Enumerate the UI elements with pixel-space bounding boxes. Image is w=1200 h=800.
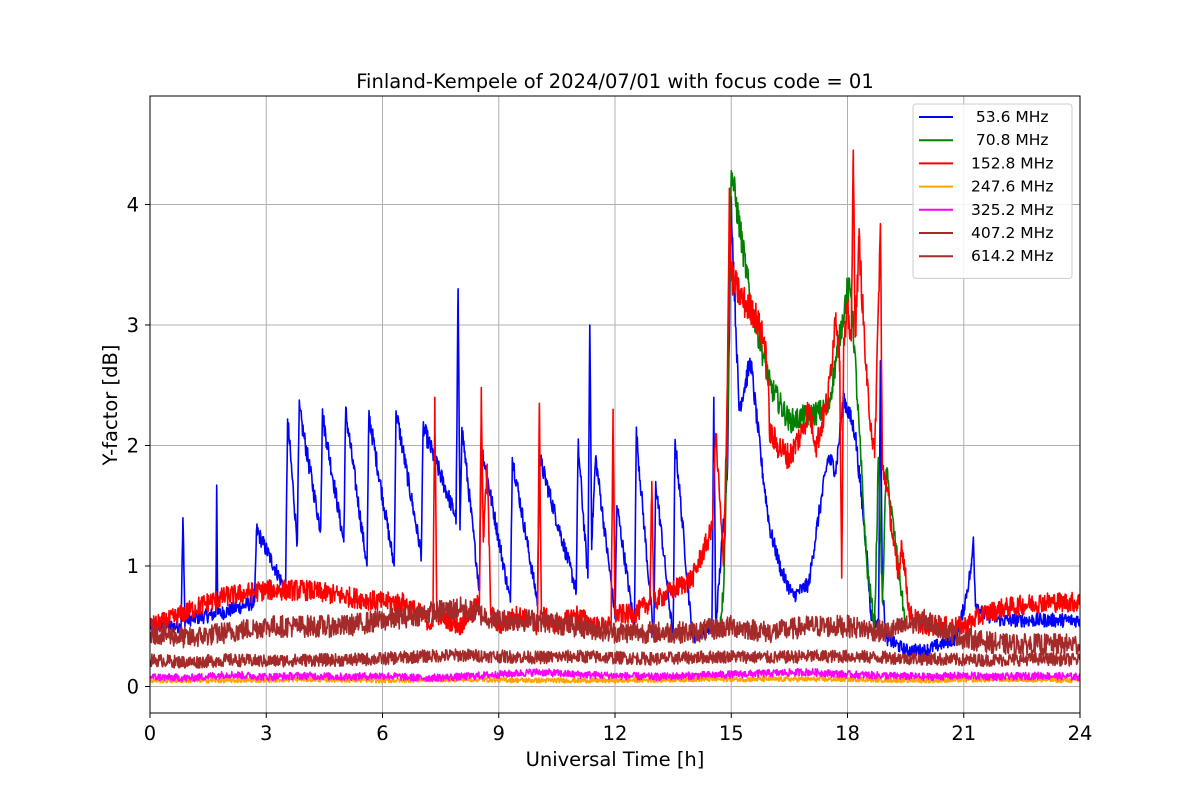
x-tick-label: 12 <box>603 722 628 745</box>
legend-label: 152.8 MHz <box>971 154 1053 172</box>
legend-label: 614.2 MHz <box>971 247 1053 265</box>
y-tick-label: 4 <box>127 193 139 216</box>
legend-label: 70.8 MHz <box>971 131 1049 149</box>
legend-label: 407.2 MHz <box>971 224 1053 242</box>
series-line <box>150 648 1080 669</box>
y-tick-label: 2 <box>127 434 139 457</box>
x-axis: 0 3 6 9 12 15 18 21 24 <box>144 713 1093 745</box>
legend-box <box>912 103 1073 279</box>
legend: 53.6 MHz 70.8 MHz 152.8 MHz 247.6 MHz 325.2… <box>912 103 1073 279</box>
y-axis-label: Y-factor [dB] <box>99 345 122 467</box>
x-tick-label: 0 <box>144 722 156 745</box>
series-line <box>150 596 1080 656</box>
legend-label: 247.6 MHz <box>971 178 1053 196</box>
y-tick-label: 0 <box>127 675 139 698</box>
legend-label: 325.2 MHz <box>971 201 1053 219</box>
x-tick-label: 9 <box>493 722 505 745</box>
chart-title: Finland-Kempele of 2024/07/01 with focus… <box>356 70 873 93</box>
legend-label: 53.6 MHz <box>971 108 1049 126</box>
x-tick-label: 3 <box>260 722 272 745</box>
x-tick-label: 6 <box>376 722 388 745</box>
y-axis: 0 1 2 3 4 <box>127 193 150 698</box>
y-tick-label: 3 <box>127 314 139 337</box>
series-line <box>150 667 1080 683</box>
x-tick-label: 18 <box>835 722 860 745</box>
x-tick-label: 15 <box>719 722 744 745</box>
y-tick-label: 1 <box>127 555 139 578</box>
series-layer <box>150 149 1080 684</box>
x-axis-label: Universal Time [h] <box>526 748 705 771</box>
x-tick-label: 21 <box>951 722 976 745</box>
x-tick-label: 24 <box>1068 722 1093 745</box>
